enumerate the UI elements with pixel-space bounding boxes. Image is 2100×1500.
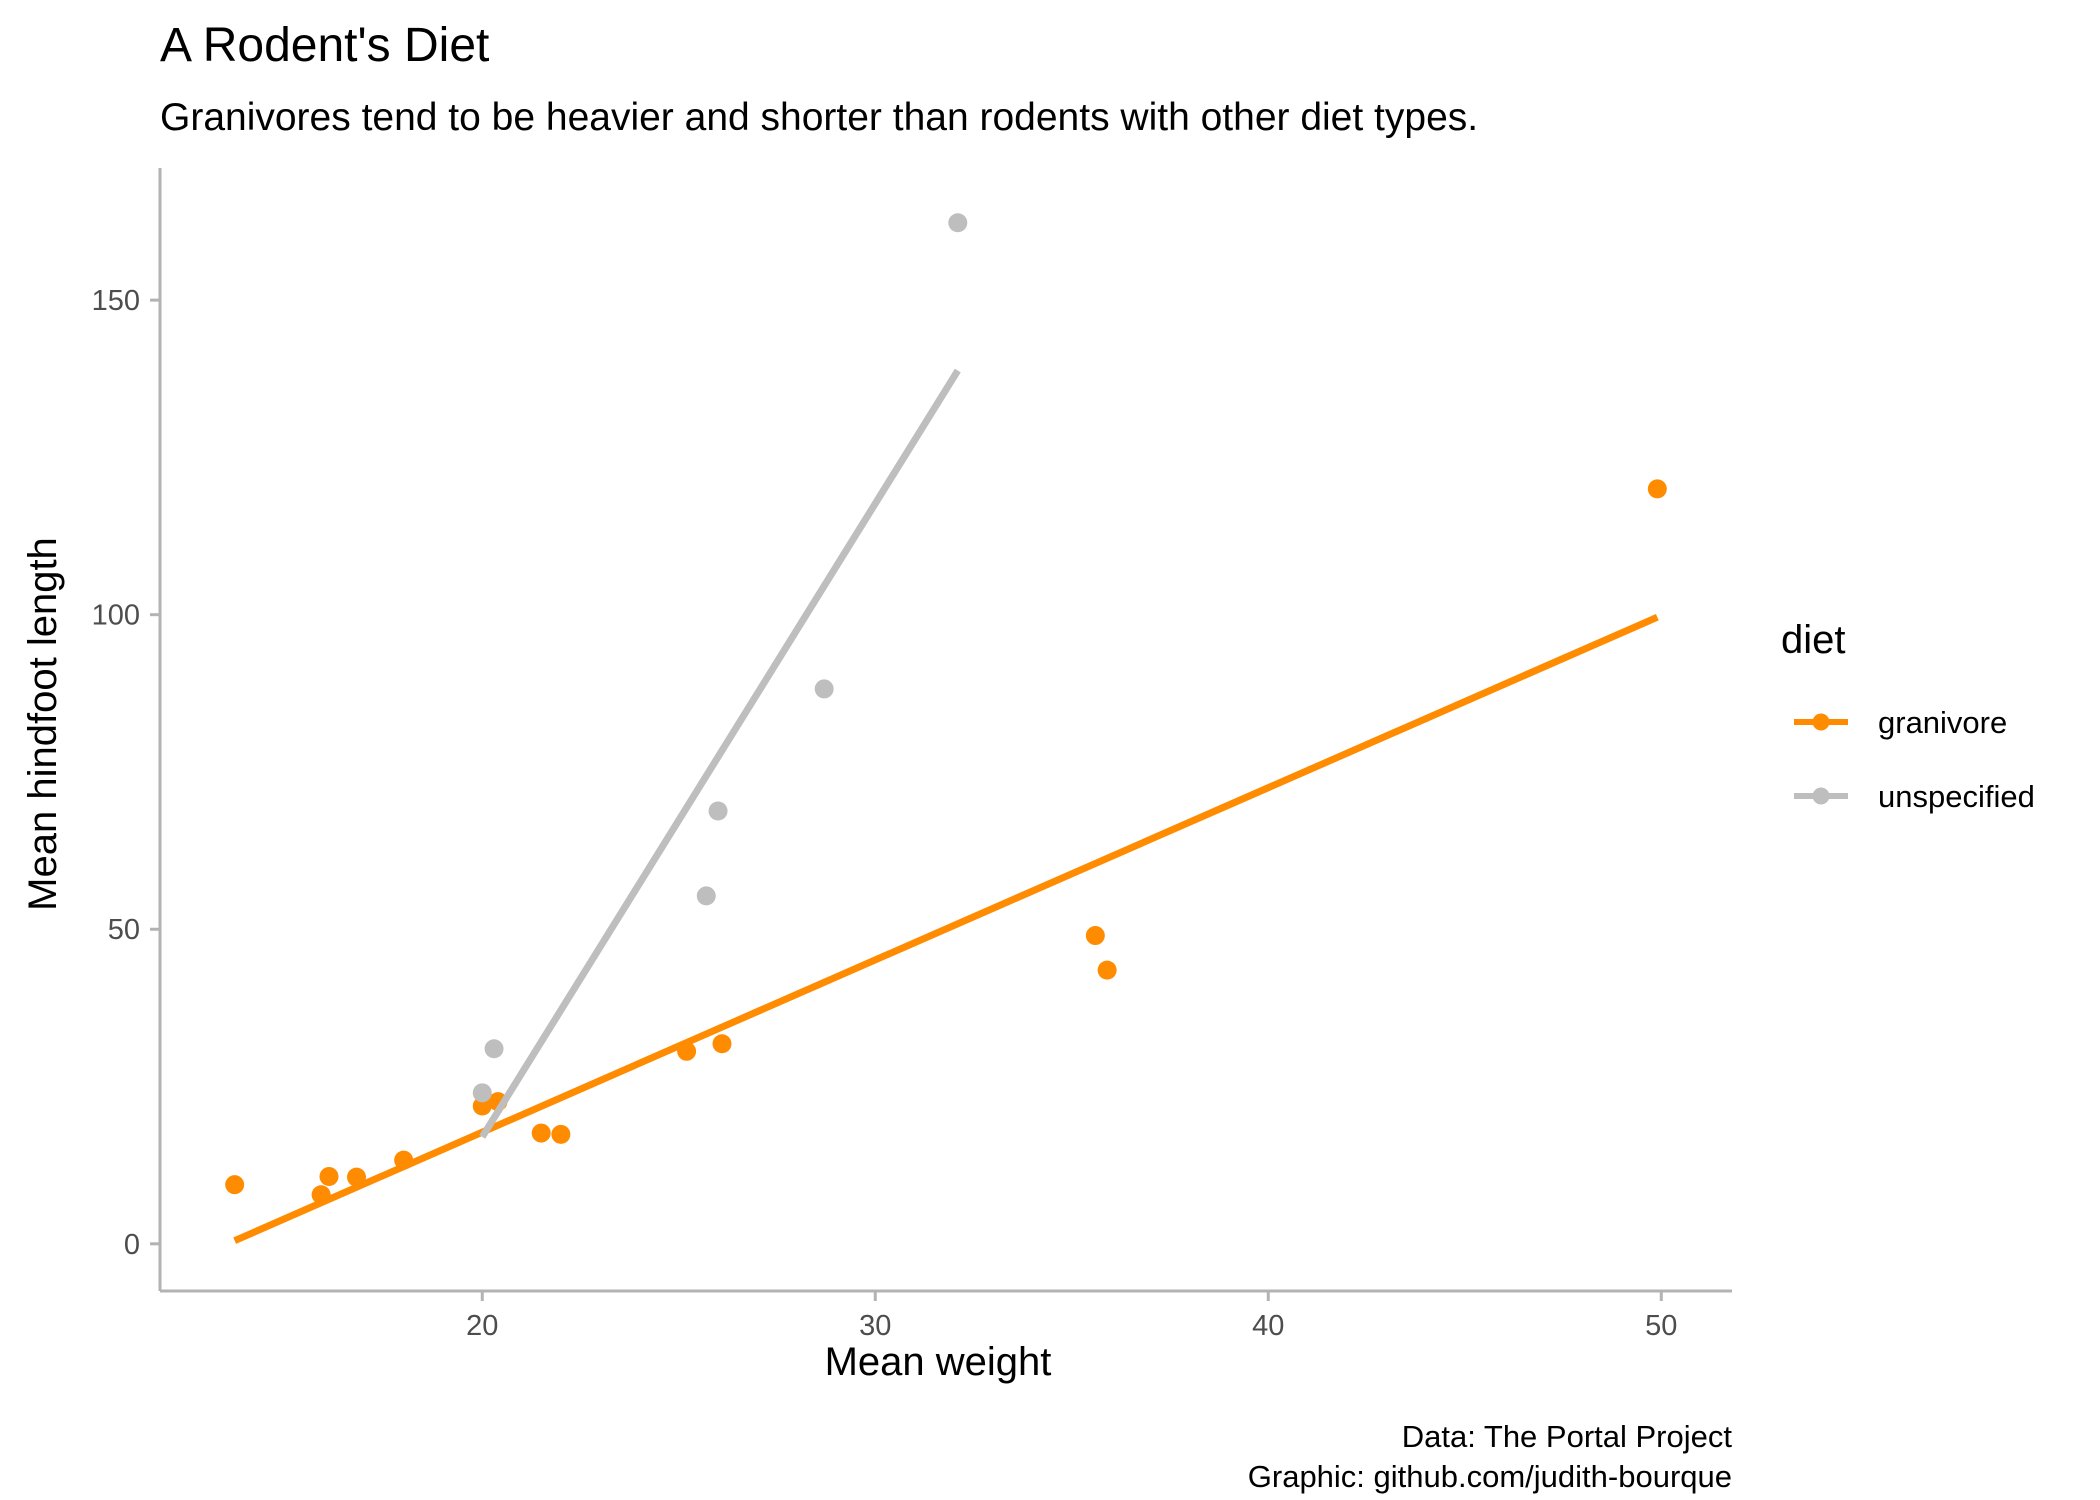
caption-graphic-credit: Graphic: github.com/judith-bourque	[1248, 1459, 1732, 1494]
legend: diet granivore unspecified	[1781, 618, 2035, 814]
data-point-granivore	[531, 1123, 551, 1143]
data-point-unspecified	[814, 679, 834, 699]
legend-label-granivore: granivore	[1878, 705, 2007, 740]
data-point-unspecified	[696, 886, 716, 906]
data-point-granivore	[551, 1124, 571, 1144]
y-axis-title: Mean hindfoot length	[21, 537, 65, 911]
legend-title: diet	[1781, 618, 1846, 662]
data-point-granivore	[1085, 926, 1105, 946]
data-point-unspecified	[472, 1083, 492, 1103]
data-point-granivore	[1097, 960, 1117, 980]
data-point-unspecified	[948, 213, 968, 233]
data-point-granivore	[225, 1175, 245, 1195]
y-tick-label: 50	[108, 914, 140, 946]
x-tick-label: 20	[466, 1310, 498, 1342]
plot-area: 20 30 40 50 0 50 100 150	[92, 168, 1732, 1342]
y-tick-label: 150	[92, 285, 140, 317]
data-point-granivore	[1647, 479, 1667, 499]
trend-line-granivore	[233, 613, 1659, 1244]
data-point-granivore	[712, 1034, 732, 1054]
x-tick-label: 50	[1645, 1310, 1677, 1342]
data-point-unspecified	[708, 801, 728, 821]
data-point-unspecified	[484, 1039, 504, 1059]
x-tick-label: 30	[859, 1310, 891, 1342]
data-point-granivore	[319, 1166, 339, 1186]
legend-label-unspecified: unspecified	[1878, 779, 2035, 814]
legend-key-granivore-point	[1812, 713, 1830, 731]
chart-title: A Rodent's Diet	[160, 19, 489, 72]
y-tick-label: 100	[92, 600, 140, 632]
legend-key-unspecified-point	[1812, 787, 1830, 805]
x-axis-title: Mean weight	[825, 1340, 1052, 1384]
data-point-granivore	[472, 1096, 492, 1116]
y-tick-label: 0	[124, 1229, 140, 1261]
caption-data-source: Data: The Portal Project	[1402, 1419, 1733, 1454]
x-tick-label: 40	[1252, 1310, 1284, 1342]
chart-subtitle: Granivores tend to be heavier and shorte…	[160, 96, 1478, 139]
trend-line-unspecified	[479, 368, 961, 1139]
